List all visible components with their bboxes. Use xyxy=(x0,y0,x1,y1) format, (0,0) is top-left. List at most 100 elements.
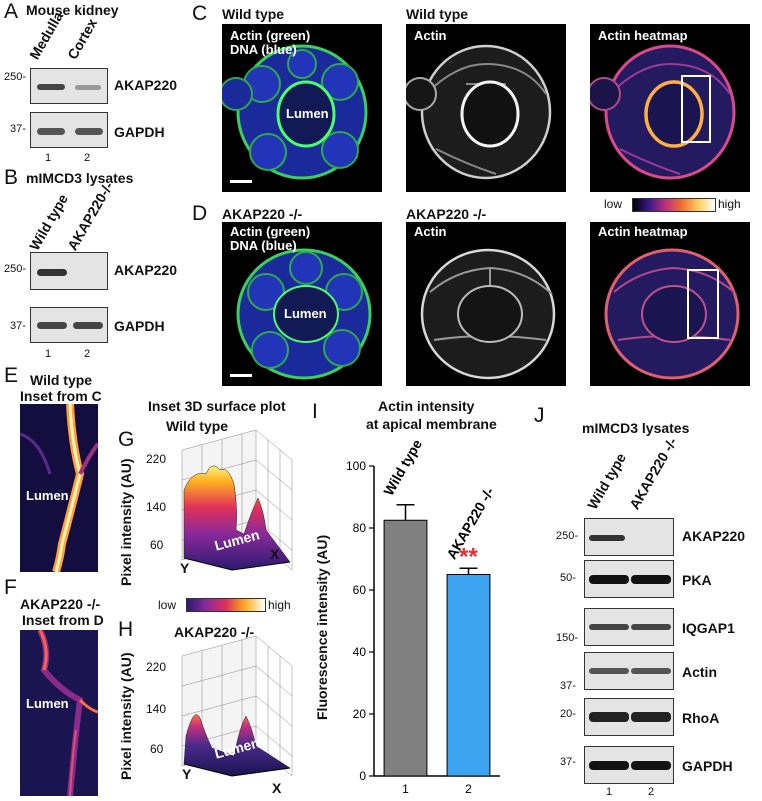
image-label: Actin (green) xyxy=(230,224,311,239)
panel-j-row-label: IQGAP1 xyxy=(682,620,735,636)
image-label: DNA (blue) xyxy=(230,238,297,253)
panel-c-title: Wild type xyxy=(406,6,469,22)
lane-number: 1 xyxy=(606,786,613,798)
panel-b-blot-akap220 xyxy=(30,252,108,290)
panel-d-actin-image: Actin xyxy=(406,222,566,386)
panel-f-inset-image: Lumen xyxy=(20,630,98,796)
mw-marker: 250- xyxy=(556,530,579,542)
mw-marker: 20- xyxy=(560,708,576,720)
y-tick-label: 140 xyxy=(146,500,167,514)
y-tick-label: 220 xyxy=(146,452,167,466)
panel-j-row-label: AKAP220 xyxy=(682,528,746,544)
image-label: Actin xyxy=(414,224,447,239)
panel-j-blot-akap220 xyxy=(584,518,674,556)
panel-a-row-label: GAPDH xyxy=(114,124,165,140)
surface-legend-low: low xyxy=(158,598,177,612)
lane-number: 2 xyxy=(648,786,655,798)
panel-h-ylabel: Pixel intensity (AU) xyxy=(118,652,134,780)
panel-letter-j: J xyxy=(534,404,545,427)
panel-e-inset-image: Lumen xyxy=(20,404,98,572)
panel-i-title: Actin intensity xyxy=(378,398,475,414)
panel-b-row-label: GAPDH xyxy=(114,318,165,334)
panel-j-blot-pka xyxy=(584,560,674,598)
y-tick-label: 220 xyxy=(146,660,167,674)
bar-category-label: Wild type xyxy=(380,440,425,498)
panel-letter-h: H xyxy=(118,618,134,641)
panel-e-subtitle: Inset from C xyxy=(20,388,102,404)
panel-a-lane-label: Cortex xyxy=(64,15,101,62)
panel-letter-f: F xyxy=(4,576,17,599)
panel-letter-a: A xyxy=(4,0,19,23)
panel-g-ylabel: Pixel intensity (AU) xyxy=(118,458,134,586)
axis-label-x: X xyxy=(272,780,282,796)
panel-letter-c: C xyxy=(192,2,208,25)
mw-marker: 250- xyxy=(4,71,27,83)
panel-letter-b: B xyxy=(4,166,19,189)
panel-b-lane-label: AKAP220-/- xyxy=(64,178,117,253)
panel-h-title: AKAP220 -/- xyxy=(174,624,255,640)
panel-j-title: mIMCD3 lysates xyxy=(582,420,690,436)
panel-j-row-label: Actin xyxy=(682,664,717,680)
panel-j-row-label: PKA xyxy=(682,572,712,588)
axis-label-x: X xyxy=(270,546,280,562)
y-tick-label: 80 xyxy=(353,521,367,535)
y-tick-label: 60 xyxy=(353,583,367,597)
panel-a-row-label: AKAP220 xyxy=(114,77,178,93)
y-tick-label: 60 xyxy=(150,538,164,552)
image-label: Actin heatmap xyxy=(598,224,688,239)
lane-number: 2 xyxy=(84,152,91,164)
panel-b-title: mIMCD3 lysates xyxy=(26,170,134,186)
image-label: DNA (blue) xyxy=(230,42,297,57)
mw-marker: 50- xyxy=(560,572,576,584)
panel-d-heatmap-image: Actin heatmap xyxy=(590,222,750,386)
heatmap-legend-bar xyxy=(632,198,716,212)
x-tick-label: 1 xyxy=(402,782,409,796)
panel-b-blot-gapdh xyxy=(30,307,108,343)
panel-c-actin-image: Actin xyxy=(406,24,566,192)
panel-j-blot-iqgap1 xyxy=(584,608,674,646)
panel-j-lane-label: Wild type xyxy=(584,450,630,512)
y-axis-title: Fluorescence intensity (AU) xyxy=(314,534,330,720)
x-tick-label: 2 xyxy=(465,782,472,796)
panel-e-title: Wild type xyxy=(30,372,93,388)
panel-g-surface-plot xyxy=(181,430,293,571)
image-label: Actin xyxy=(414,28,447,43)
panel-h-surface-plot xyxy=(181,636,293,777)
lane-number: 1 xyxy=(45,348,52,360)
mw-marker: 250- xyxy=(4,263,27,275)
lumen-label: Lumen xyxy=(26,696,69,711)
image-label: Actin heatmap xyxy=(598,28,688,43)
surface-legend-high: high xyxy=(268,598,291,612)
panel-j-blot-actin xyxy=(584,652,674,690)
panel-d-title: AKAP220 -/- xyxy=(406,206,487,222)
axis-label-y: Y xyxy=(180,560,190,576)
lane-number: 1 xyxy=(45,152,52,164)
panel-d-title: AKAP220 -/- xyxy=(222,206,303,222)
heatmap-legend-high: high xyxy=(718,197,741,211)
mw-marker: 37- xyxy=(560,756,576,768)
y-tick-label: 100 xyxy=(346,459,366,473)
panel-c-title: Wild type xyxy=(222,6,285,22)
panel-c-heatmap-image: Actin heatmap xyxy=(590,24,750,192)
panel-a-blot-gapdh xyxy=(30,112,108,148)
y-tick-label: 20 xyxy=(353,707,367,721)
panel-j-row-label: RhoA xyxy=(682,710,720,726)
y-tick-label: 0 xyxy=(359,769,366,783)
panel-a-blot-akap220 xyxy=(30,68,108,104)
image-label: Actin (green) xyxy=(230,28,311,43)
panel-a-title: Mouse kidney xyxy=(26,2,119,18)
bar xyxy=(446,574,491,777)
panel-g-subtitle: Wild type xyxy=(166,418,229,434)
mw-marker: 37- xyxy=(10,320,26,332)
panel-j-blot-rhoa xyxy=(584,698,674,736)
surface-legend-bar xyxy=(186,598,266,612)
panel-j-blot-gapdh xyxy=(584,746,674,784)
y-tick-label: 40 xyxy=(353,645,367,659)
panel-c-merge-image: Actin (green) DNA (blue) Lumen xyxy=(222,24,382,192)
mw-marker: 37- xyxy=(560,680,576,692)
panel-f-title: AKAP220 -/- xyxy=(20,596,101,612)
panel-d-merge-image: Actin (green) DNA (blue) Lumen xyxy=(222,222,382,386)
panel-b-row-label: AKAP220 xyxy=(114,262,178,278)
lumen-label: Lumen xyxy=(284,306,327,321)
